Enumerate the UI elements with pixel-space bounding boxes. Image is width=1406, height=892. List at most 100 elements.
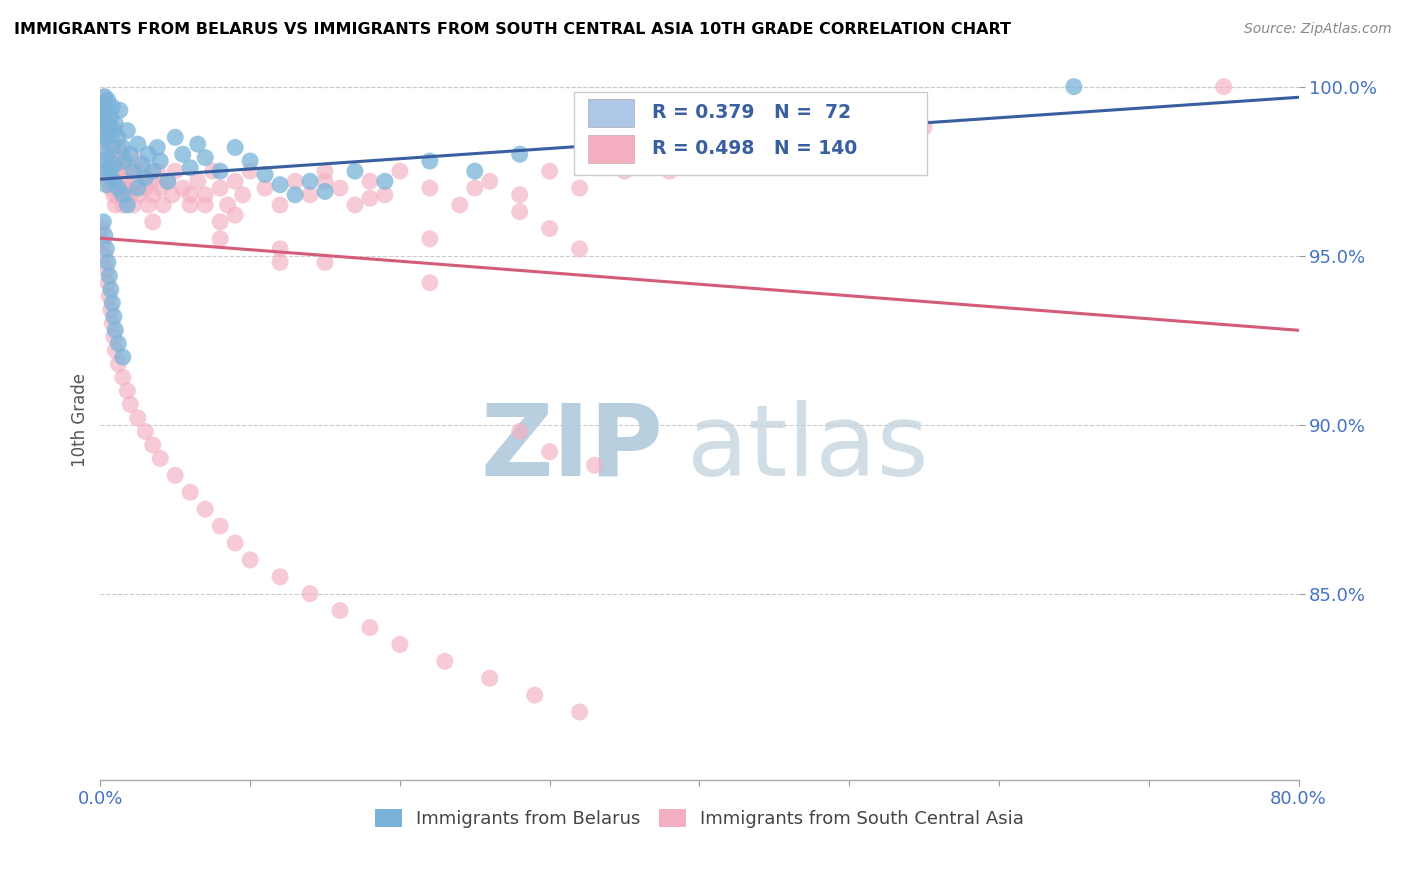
Point [100,130,122,145]
Point [583,458,606,473]
Point [449,198,471,212]
Point [254,181,277,195]
Point [107,140,129,154]
Point [359,174,381,188]
Point [269,570,291,584]
Point [97,276,120,290]
Point [658,164,681,178]
Point [111,198,134,212]
Point [194,151,217,165]
Point [172,147,194,161]
Point [299,174,322,188]
Point [314,164,336,178]
Point [568,705,591,719]
Point [98,289,121,303]
Point [152,198,174,212]
Point [134,170,156,185]
Point [120,397,142,411]
Point [224,536,246,550]
Point [93,140,115,154]
Point [103,174,125,188]
Point [209,519,232,533]
Point [93,154,115,169]
Point [100,161,122,175]
Point [111,187,134,202]
Point [93,134,115,148]
Point [568,181,591,195]
Point [108,154,131,169]
Point [165,164,187,178]
Point [538,444,561,458]
Point [103,187,125,202]
Point [96,178,118,192]
Point [187,137,209,152]
Point [111,350,134,364]
Point [464,181,486,195]
Point [104,323,127,337]
Point [96,103,118,118]
Point [156,174,179,188]
Point [93,96,115,111]
Legend: Immigrants from Belarus, Immigrants from South Central Asia: Immigrants from Belarus, Immigrants from… [367,802,1032,836]
Point [117,123,139,137]
Point [93,235,115,249]
Point [93,90,115,104]
Point [90,120,112,135]
Text: R = 0.379   N =  72: R = 0.379 N = 72 [651,103,851,122]
Point [149,451,172,466]
Point [142,438,165,452]
Point [101,296,124,310]
Point [136,147,159,161]
Point [464,164,486,178]
Point [94,113,117,128]
Point [98,120,121,135]
Point [96,130,118,145]
Point [96,106,118,120]
Point [90,221,112,235]
Point [172,181,194,195]
Text: ZIP: ZIP [481,400,664,497]
Point [103,330,125,344]
Point [107,130,129,145]
Point [523,688,546,702]
Point [100,110,122,124]
Point [299,187,322,202]
Point [239,553,262,567]
Point [419,232,441,246]
Point [239,164,262,178]
Point [117,198,139,212]
Point [478,174,501,188]
Point [478,671,501,685]
Point [269,178,291,192]
Point [134,181,156,195]
Point [104,343,127,358]
Point [419,154,441,169]
Point [90,120,112,135]
Point [141,174,163,188]
Point [94,100,117,114]
Point [179,187,201,202]
Bar [588,99,634,127]
Point [217,198,239,212]
Point [658,154,681,169]
Point [284,174,307,188]
Point [110,174,132,188]
Point [107,187,129,202]
Point [103,310,125,324]
Point [100,283,122,297]
Point [103,147,125,161]
Point [254,168,277,182]
Point [96,262,118,277]
Point [127,411,149,425]
Point [100,302,122,317]
Point [509,425,531,439]
Y-axis label: 10th Grade: 10th Grade [72,373,89,467]
Point [107,181,129,195]
Point [838,130,860,145]
Point [509,147,531,161]
Text: R = 0.498   N = 140: R = 0.498 N = 140 [651,139,856,159]
Point [90,106,112,120]
Point [100,181,122,195]
Point [127,181,149,195]
Point [284,187,307,202]
